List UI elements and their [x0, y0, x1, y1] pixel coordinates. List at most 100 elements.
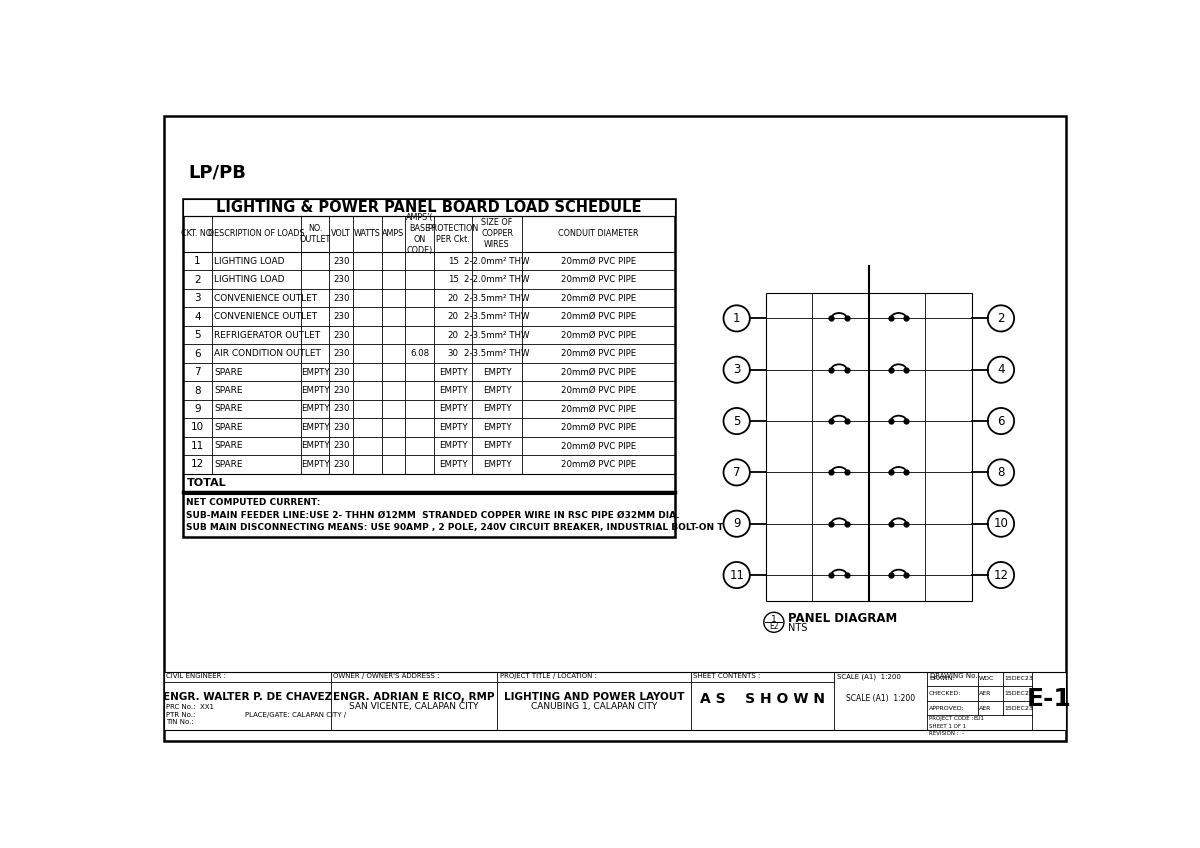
Text: LIGHTING AND POWER LAYOUT: LIGHTING AND POWER LAYOUT — [504, 692, 684, 702]
Text: 2-2.0mm² THW: 2-2.0mm² THW — [464, 257, 529, 265]
Text: EMPTY: EMPTY — [301, 367, 330, 377]
Text: EMPTY: EMPTY — [482, 460, 511, 469]
Text: EMPTY: EMPTY — [439, 404, 468, 414]
Text: 11: 11 — [730, 568, 744, 582]
Text: 10: 10 — [994, 517, 1008, 530]
Text: EMPTY: EMPTY — [482, 423, 511, 432]
Text: SUB-MAIN FEEDER LINE:USE 2- THHN Ø12MM  STRANDED COPPER WIRE IN RSC PIPE Ø32MM D: SUB-MAIN FEEDER LINE:USE 2- THHN Ø12MM S… — [186, 510, 679, 520]
Text: 2-3.5mm² THW: 2-3.5mm² THW — [464, 312, 529, 321]
Text: SHEET 1 OF 1: SHEET 1 OF 1 — [929, 724, 966, 729]
Text: SPARE: SPARE — [215, 460, 242, 469]
Text: 4: 4 — [194, 311, 200, 321]
Text: 20: 20 — [448, 331, 458, 339]
Text: LIGHTING LOAD: LIGHTING LOAD — [215, 257, 284, 265]
Text: 20mmØ PVC PIPE: 20mmØ PVC PIPE — [560, 442, 636, 450]
Circle shape — [988, 357, 1014, 382]
Text: DRAWING No.: DRAWING No. — [930, 673, 977, 679]
Text: 230: 230 — [334, 275, 349, 284]
Text: EMPTY: EMPTY — [482, 442, 511, 450]
Text: 6: 6 — [997, 415, 1004, 427]
Text: 230: 230 — [334, 386, 349, 395]
Text: 20mmØ PVC PIPE: 20mmØ PVC PIPE — [560, 331, 636, 339]
Bar — [766, 293, 972, 600]
Text: EMPTY: EMPTY — [439, 367, 468, 377]
Circle shape — [724, 510, 750, 537]
Text: LIGHTING LOAD: LIGHTING LOAD — [215, 275, 284, 284]
Text: 6: 6 — [194, 349, 200, 359]
Text: SPARE: SPARE — [215, 386, 242, 395]
Text: 20mmØ PVC PIPE: 20mmØ PVC PIPE — [560, 349, 636, 358]
Text: 8: 8 — [997, 466, 1004, 479]
Text: 8: 8 — [194, 386, 200, 395]
Text: EU1: EU1 — [974, 717, 985, 722]
Text: 20mmØ PVC PIPE: 20mmØ PVC PIPE — [560, 386, 636, 395]
Text: PANEL DIAGRAM: PANEL DIAGRAM — [788, 612, 898, 625]
Text: 20: 20 — [448, 293, 458, 303]
Text: EMPTY: EMPTY — [482, 386, 511, 395]
Text: 230: 230 — [334, 423, 349, 432]
Text: SAN VICENTE, CALAPAN CITY: SAN VICENTE, CALAPAN CITY — [349, 702, 479, 711]
Circle shape — [988, 460, 1014, 485]
Circle shape — [988, 408, 1014, 434]
Circle shape — [724, 408, 750, 434]
Text: 6.08: 6.08 — [410, 349, 430, 358]
Text: 20mmØ PVC PIPE: 20mmØ PVC PIPE — [560, 404, 636, 414]
Text: 20mmØ PVC PIPE: 20mmØ PVC PIPE — [560, 257, 636, 265]
Text: AER: AER — [979, 691, 991, 696]
Text: CONVENIENCE OUTLET: CONVENIENCE OUTLET — [215, 312, 318, 321]
Bar — [182, 198, 676, 215]
Text: E-1: E-1 — [1026, 687, 1072, 711]
Text: 230: 230 — [334, 349, 349, 358]
Text: 2: 2 — [194, 275, 200, 285]
Text: 15DEC23: 15DEC23 — [1004, 691, 1033, 696]
Bar — [182, 198, 676, 537]
Circle shape — [988, 305, 1014, 332]
Text: 20mmØ PVC PIPE: 20mmØ PVC PIPE — [560, 423, 636, 432]
Text: AMPS: AMPS — [383, 229, 404, 238]
Text: 20mmØ PVC PIPE: 20mmØ PVC PIPE — [560, 293, 636, 303]
Text: 4: 4 — [997, 363, 1004, 377]
Text: 3: 3 — [194, 293, 200, 303]
Text: PROJECT CODE :: PROJECT CODE : — [929, 717, 973, 722]
Text: CHECKED:: CHECKED: — [929, 691, 961, 696]
Text: 5: 5 — [194, 330, 200, 340]
Text: E2: E2 — [769, 622, 779, 631]
Text: PRC No.:  XX1: PRC No.: XX1 — [167, 704, 215, 710]
Text: SHEET CONTENTS :: SHEET CONTENTS : — [694, 673, 761, 679]
Text: AIR CONDITION OUTLET: AIR CONDITION OUTLET — [215, 349, 322, 358]
Text: 230: 230 — [334, 404, 349, 414]
Text: 20mmØ PVC PIPE: 20mmØ PVC PIPE — [560, 367, 636, 377]
Text: ENGR. WALTER P. DE CHAVEZ: ENGR. WALTER P. DE CHAVEZ — [163, 692, 332, 702]
Text: 1: 1 — [772, 616, 776, 624]
Text: 2: 2 — [997, 312, 1004, 325]
Text: 12: 12 — [994, 568, 1008, 582]
Text: PLACE/GATE: CALAPAN CITY /: PLACE/GATE: CALAPAN CITY / — [245, 711, 347, 717]
Text: 5: 5 — [733, 415, 740, 427]
Text: EMPTY: EMPTY — [301, 423, 330, 432]
Text: EMPTY: EMPTY — [439, 442, 468, 450]
Text: SCALE (A1)  1:200: SCALE (A1) 1:200 — [836, 673, 900, 679]
Text: TOTAL: TOTAL — [187, 478, 227, 488]
Text: SUB MAIN DISCONNECTING MEANS: USE 90AMP , 2 POLE, 240V CIRCUIT BREAKER, INDUSTRI: SUB MAIN DISCONNECTING MEANS: USE 90AMP … — [186, 523, 743, 532]
Text: LP/PB: LP/PB — [188, 163, 247, 181]
Text: 15: 15 — [448, 275, 458, 284]
Circle shape — [988, 510, 1014, 537]
Bar — [164, 672, 1066, 730]
Text: LIGHTING & POWER PANEL BOARD LOAD SCHEDULE: LIGHTING & POWER PANEL BOARD LOAD SCHEDU… — [216, 200, 642, 215]
Text: EMPTY: EMPTY — [301, 460, 330, 469]
Text: 20: 20 — [448, 312, 458, 321]
Text: DESCRIPTION OF LOADS: DESCRIPTION OF LOADS — [208, 229, 305, 238]
Circle shape — [724, 562, 750, 589]
Text: NET COMPUTED CURRENT:: NET COMPUTED CURRENT: — [186, 499, 320, 507]
Text: OWNER / OWNER'S ADDRESS :: OWNER / OWNER'S ADDRESS : — [332, 673, 439, 679]
Text: 230: 230 — [334, 257, 349, 265]
Text: AER: AER — [979, 706, 991, 711]
Text: 2-2.0mm² THW: 2-2.0mm² THW — [464, 275, 529, 284]
Text: 15: 15 — [448, 257, 458, 265]
Text: EMPTY: EMPTY — [301, 442, 330, 450]
Text: SPARE: SPARE — [215, 404, 242, 414]
Text: 230: 230 — [334, 460, 349, 469]
Text: 2-3.5mm² THW: 2-3.5mm² THW — [464, 293, 529, 303]
Circle shape — [724, 305, 750, 332]
Text: CONVENIENCE OUTLET: CONVENIENCE OUTLET — [215, 293, 318, 303]
